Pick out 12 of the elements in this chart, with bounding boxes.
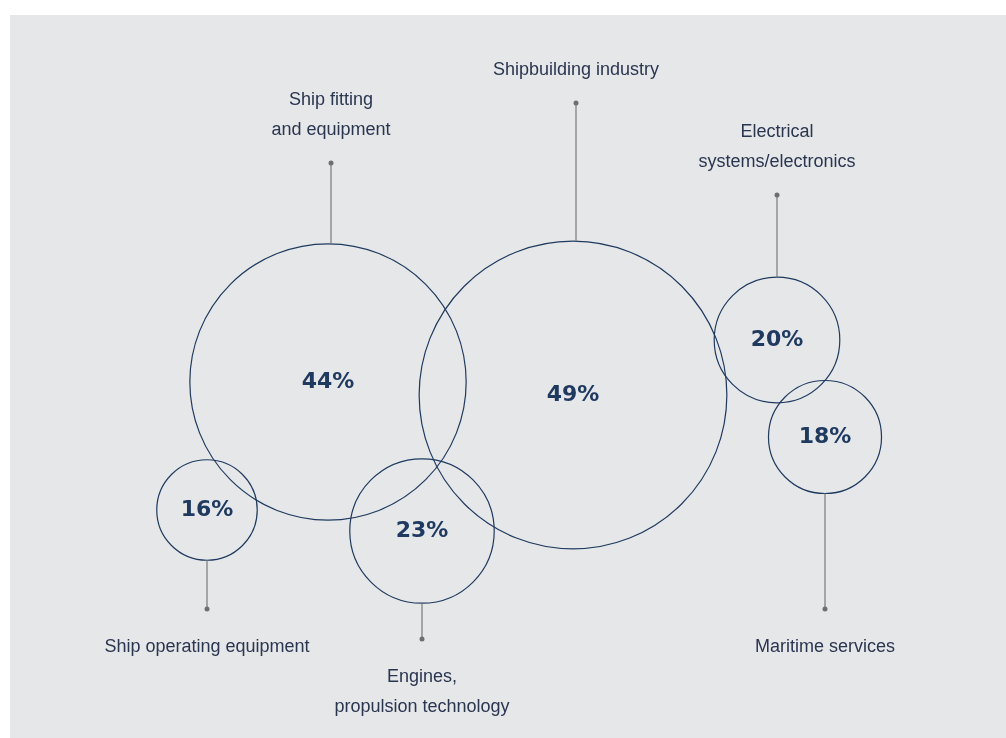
category-label: Shipbuilding industry [492, 58, 660, 79]
category-label: Ship operating equipment [104, 635, 310, 656]
data-label: 23% [395, 516, 449, 542]
data-label: 49% [546, 380, 600, 406]
data-label: 18% [798, 422, 852, 448]
category-label: Electrical systems/electronics [698, 120, 856, 171]
data-label: 44% [301, 367, 355, 393]
category-label: Engines, propulsion technology [334, 665, 510, 716]
data-label: 20% [750, 325, 804, 351]
data-label: 16% [180, 495, 234, 521]
category-label: Ship fitting and equipment [271, 88, 391, 139]
category-label: Maritime services [754, 635, 896, 656]
